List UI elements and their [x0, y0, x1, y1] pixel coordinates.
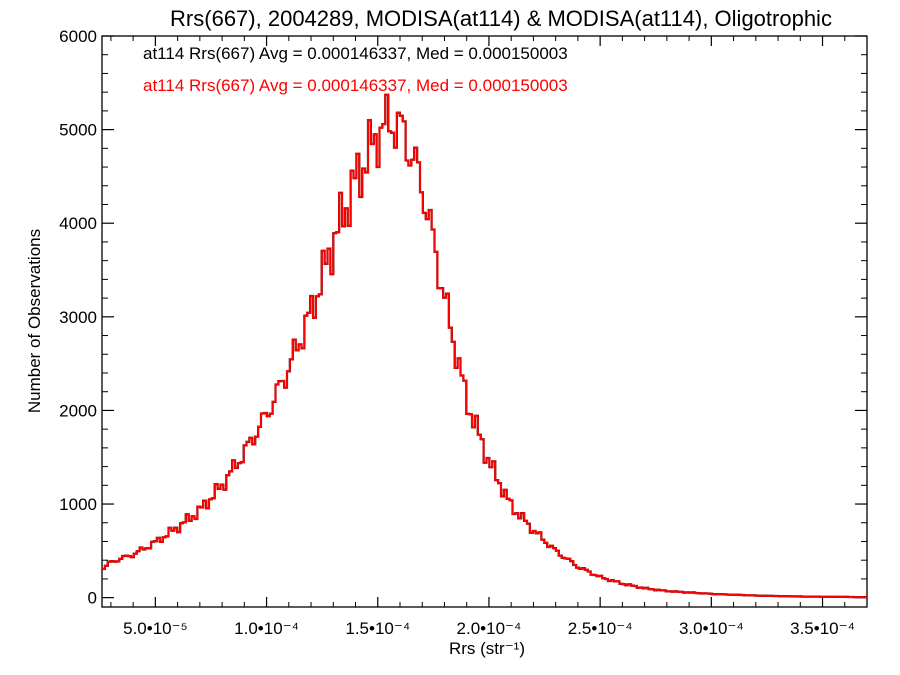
- y-tick-label: 2000: [59, 401, 97, 420]
- x-axis-ticks: 5.0•10⁻⁵ 1.0•10⁻⁴ 1.5•10⁻⁴ 2.0•10⁻⁴ 2.5•10⁻⁴…: [110, 36, 855, 638]
- y-tick-label: 6000: [59, 27, 97, 46]
- y-axis-label: Number of Observations: [25, 229, 44, 413]
- y-tick-label: 0: [88, 589, 97, 608]
- series-red-step: [102, 93, 867, 599]
- x-tick-label: 2.0•10⁻⁴: [457, 619, 522, 638]
- series-black-step: [102, 93, 867, 599]
- x-tick-label: 1.5•10⁻⁴: [345, 619, 410, 638]
- y-tick-label: 3000: [59, 308, 97, 327]
- x-axis-label: Rrs (str⁻¹): [449, 639, 525, 658]
- y-tick-label: 5000: [59, 121, 97, 140]
- y-axis-ticks: 0 1000 2000 3000 4000 5000 6000: [59, 27, 867, 608]
- legend-entry-black: at114 Rrs(667) Avg = 0.000146337, Med = …: [143, 44, 568, 63]
- histogram-series: [102, 93, 867, 599]
- x-tick-label: 3.0•10⁻⁴: [679, 619, 744, 638]
- chart-title: Rrs(667), 2004289, MODISA(at114) & MODIS…: [170, 6, 832, 31]
- legend-entry-red: at114 Rrs(667) Avg = 0.000146337, Med = …: [143, 76, 568, 95]
- y-tick-label: 1000: [59, 495, 97, 514]
- x-tick-label: 5.0•10⁻⁵: [123, 619, 188, 638]
- x-tick-label: 1.0•10⁻⁴: [234, 619, 299, 638]
- y-tick-label: 4000: [59, 214, 97, 233]
- plot-frame: [101, 35, 868, 608]
- x-tick-label: 3.5•10⁻⁴: [790, 619, 855, 638]
- x-tick-label: 2.5•10⁻⁴: [568, 619, 633, 638]
